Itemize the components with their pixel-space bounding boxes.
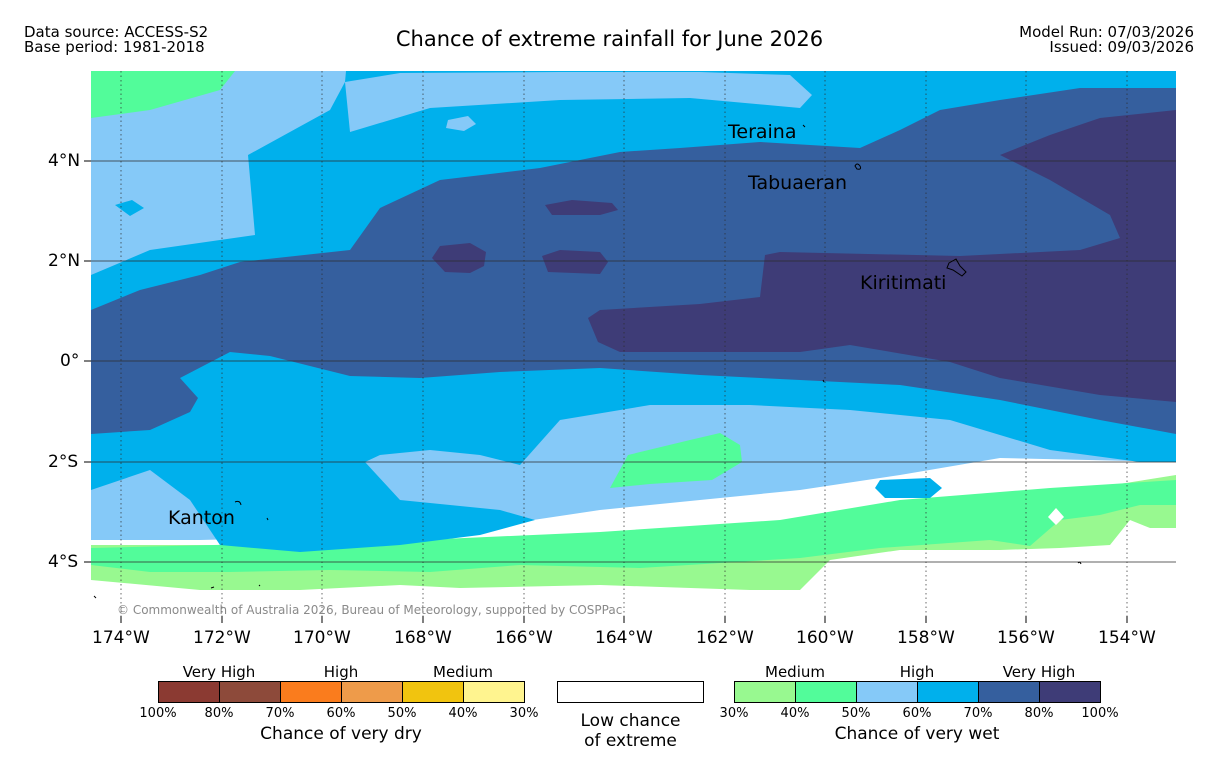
- page-title: Chance of extreme rainfall for June 2026: [395, 27, 824, 51]
- model-run-text: Model Run: 07/03/2026: [1019, 23, 1194, 41]
- dry-swatch: [464, 682, 524, 702]
- small-island-6: [93, 595, 97, 599]
- contour-high-lt-patch-1: [288, 78, 335, 115]
- low-chance-swatch: [557, 681, 704, 703]
- axis-ticks: [84, 160, 1128, 623]
- lon-label-162w: 162°W: [696, 628, 754, 648]
- lon-label-160w: 160°W: [796, 628, 854, 648]
- dry-tick: 60%: [326, 706, 356, 721]
- place-label-tabuaeran: Tabuaeran: [748, 172, 848, 194]
- small-island-1: [266, 517, 269, 521]
- dry-tick: 40%: [448, 706, 478, 721]
- lat-label-4s: 4°S: [48, 552, 79, 572]
- header-info-right: Model Run: 07/03/2026 Issued: 09/03/2026: [1019, 25, 1194, 55]
- contour-high-patch-5: [875, 478, 942, 498]
- contour-extreme-patch-3: [545, 200, 618, 215]
- dry-category-very-high: Very High: [182, 663, 256, 681]
- lat-label-4n: 4°N: [48, 151, 81, 171]
- small-island-5: [1077, 561, 1082, 565]
- contour-high-dk-patch-4: [115, 200, 144, 216]
- place-label-teraina: Teraina: [728, 121, 797, 143]
- island-outlines: [93, 124, 1082, 599]
- data-source-text: Data source: ACCESS-S2: [24, 23, 209, 41]
- lon-label-170w: 170°W: [293, 628, 351, 648]
- lon-label-154w: 154°W: [1098, 628, 1156, 648]
- issued-text: Issued: 09/03/2026: [1049, 38, 1194, 56]
- lon-label-172w: 172°W: [193, 628, 251, 648]
- contour-medium-patch: [610, 433, 742, 488]
- wet-tick: 80%: [1024, 706, 1054, 721]
- wet-category-very-high: Very High: [1002, 663, 1076, 681]
- wet-tick: 60%: [902, 706, 932, 721]
- gridlines: [91, 71, 1176, 616]
- dry-category-medium: Medium: [433, 663, 493, 681]
- dry-swatch: [159, 682, 220, 702]
- contour-medium: [91, 480, 1176, 572]
- dry-tick: 80%: [204, 706, 234, 721]
- low-chance-label: Low chance of extreme: [557, 711, 704, 751]
- wet-tick: 30%: [719, 706, 749, 721]
- map-contours: [91, 71, 1176, 616]
- lon-label-168w: 168°W: [394, 628, 452, 648]
- lat-label-2s: 2°S: [48, 452, 79, 472]
- wet-swatch: [1040, 682, 1100, 702]
- kiritimati-island: [946, 258, 967, 277]
- dry-category-high: High: [323, 663, 359, 681]
- wet-colorbar: [734, 681, 1101, 703]
- lon-label-164w: 164°W: [595, 628, 653, 648]
- lon-label-166w: 166°W: [495, 628, 553, 648]
- wet-swatch: [735, 682, 796, 702]
- dry-swatch: [220, 682, 281, 702]
- dry-tick: 50%: [387, 706, 417, 721]
- lat-label-2n: 2°N: [48, 251, 81, 271]
- dry-legend-title: Chance of very dry: [260, 724, 422, 744]
- wet-legend-title: Chance of very wet: [834, 724, 1000, 744]
- base-period-text: Base period: 1981-2018: [24, 38, 205, 56]
- dry-tick: 70%: [265, 706, 295, 721]
- dry-swatch: [342, 682, 403, 702]
- dry-tick: 100%: [139, 706, 177, 721]
- contour-high-lt-patch-3: [446, 116, 476, 131]
- tabuaeran-island: [854, 163, 862, 170]
- wet-tick: 40%: [780, 706, 810, 721]
- contour-extreme: [588, 110, 1176, 402]
- lon-label-174w: 174°W: [92, 628, 150, 648]
- contour-high-lt-patch-2: [345, 72, 812, 132]
- small-island-3: [210, 586, 215, 589]
- wet-swatch: [979, 682, 1040, 702]
- wet-tick: 50%: [841, 706, 871, 721]
- wet-swatch: [857, 682, 918, 702]
- copyright-text: © Commonwealth of Australia 2026, Bureau…: [117, 603, 623, 617]
- wet-tick: 70%: [963, 706, 993, 721]
- contour-extreme-patch-2: [542, 250, 608, 274]
- dry-swatch: [281, 682, 342, 702]
- place-label-kiritimati: Kiritimati: [860, 272, 947, 294]
- small-island-2: [822, 379, 825, 383]
- wet-category-medium: Medium: [765, 663, 825, 681]
- dry-tick: 30%: [509, 706, 539, 721]
- wet-category-high: High: [899, 663, 935, 681]
- white-diamond: [1048, 508, 1064, 525]
- wet-swatch: [918, 682, 979, 702]
- lat-label-0: 0°: [60, 351, 80, 371]
- small-island-4: [258, 584, 261, 587]
- wet-tick: 100%: [1081, 706, 1119, 721]
- low-chance-line1: Low chance: [580, 711, 681, 731]
- dry-swatch: [403, 682, 464, 702]
- contour-extreme-patch-1: [432, 243, 486, 273]
- kanton-island: [234, 500, 242, 506]
- contour-medium-nw: [91, 71, 235, 118]
- lon-label-156w: 156°W: [997, 628, 1055, 648]
- dry-colorbar: [158, 681, 525, 703]
- header-info-left: Data source: ACCESS-S2 Base period: 1981…: [24, 25, 208, 55]
- wet-swatch: [796, 682, 857, 702]
- low-chance-line2: of extreme: [584, 731, 677, 751]
- teraina-island: [802, 124, 806, 128]
- lon-label-158w: 158°W: [897, 628, 955, 648]
- place-label-kanton: Kanton: [168, 507, 235, 529]
